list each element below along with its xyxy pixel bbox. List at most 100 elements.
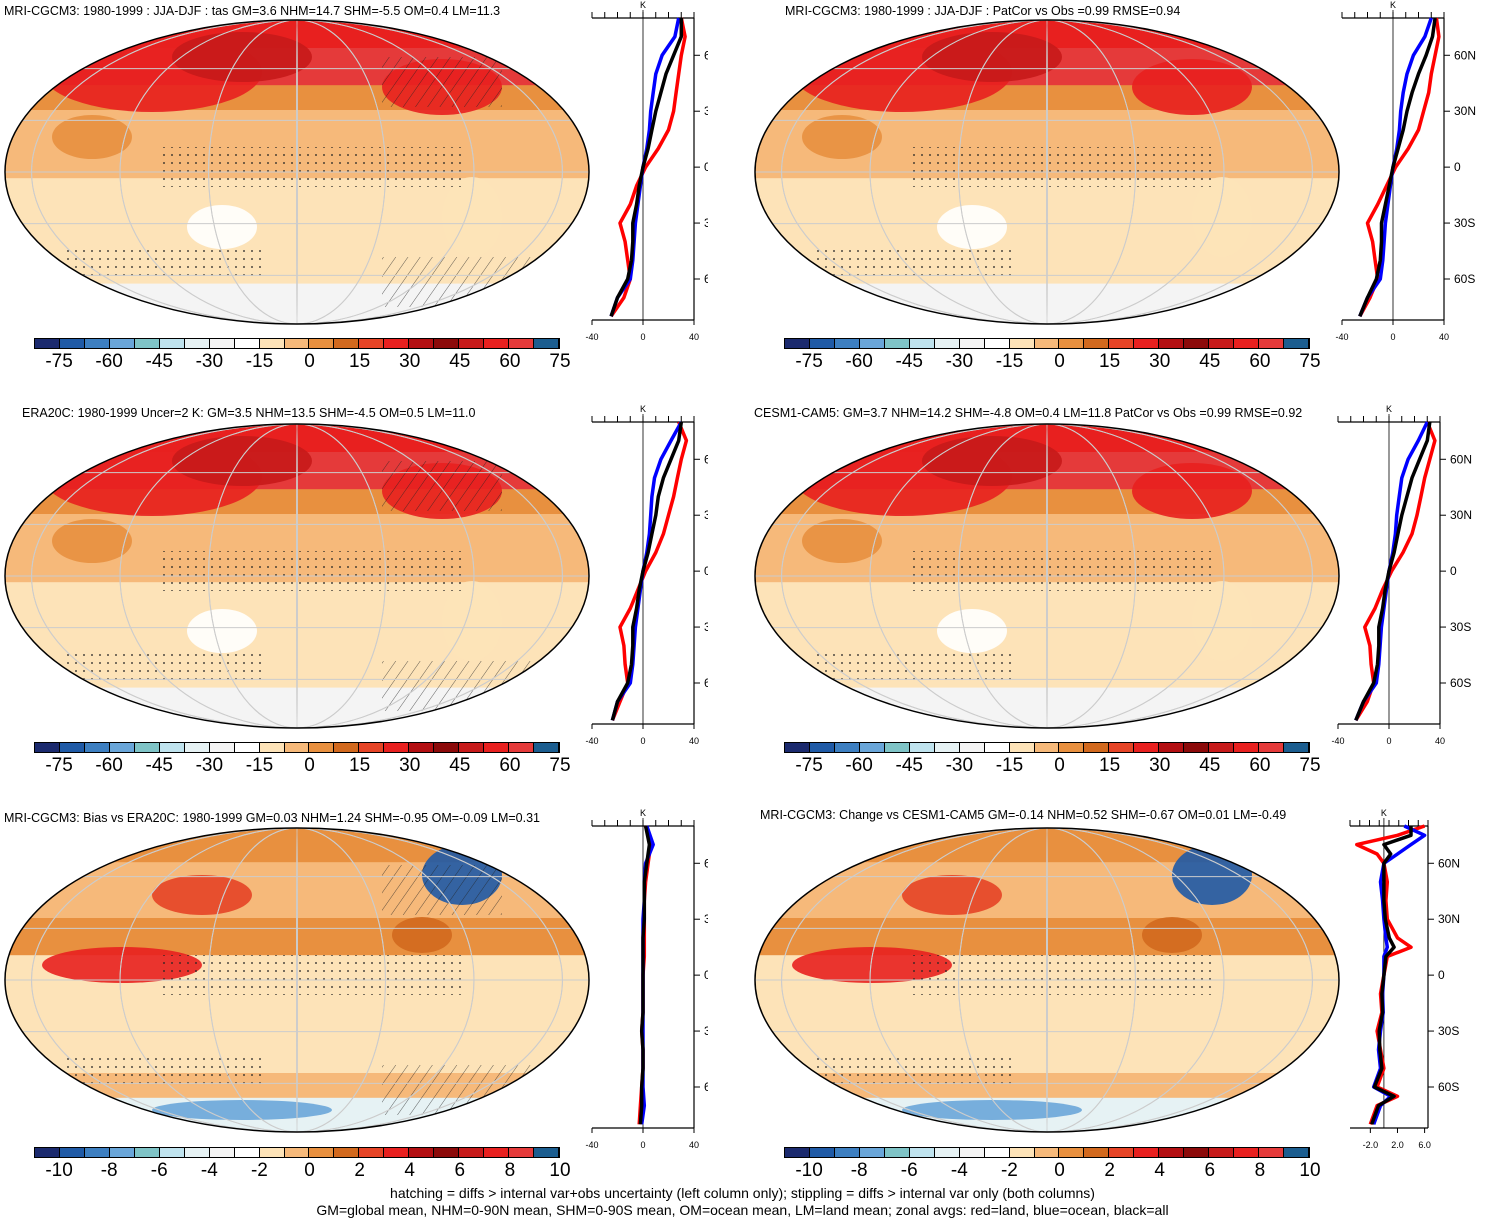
- colorbar-swatch: [534, 1148, 560, 1157]
- map-meridian: [1046, 424, 1048, 728]
- colorbar-swatch: [1259, 1148, 1285, 1157]
- map-stippling: [162, 955, 462, 995]
- map-anomaly-region: [902, 875, 1002, 915]
- zonal-x-tick-label: -2.0: [1363, 1140, 1379, 1150]
- colorbar-swatch: [234, 1148, 260, 1157]
- colorbar-swatch: [509, 743, 535, 752]
- zonal-x-tick-label: 40: [689, 1140, 699, 1150]
- colorbar-swatch: [859, 1148, 885, 1157]
- map-stippling: [912, 551, 1212, 591]
- map-stippling: [912, 147, 1212, 187]
- colorbar-swatch: [1059, 339, 1085, 348]
- zonal-series-land: [1358, 17, 1441, 318]
- colorbar-swatch: [35, 743, 60, 752]
- zonal-x-tick-label: -40: [585, 332, 598, 342]
- colorbar-swatch: [1059, 1148, 1085, 1157]
- colorbar-swatch: [1209, 743, 1235, 752]
- colorbar-swatch: [359, 1148, 385, 1157]
- zonal-mean-plot-2: K 60N 30N 0 30S 60S -40 0 40: [1335, 0, 1476, 342]
- colorbar-swatch: [459, 743, 485, 752]
- zonal-x-tick-label: 40: [689, 332, 699, 342]
- colorbar-tick-label: 4: [1154, 1160, 1165, 1181]
- zonal-x-tick-label: 0: [640, 332, 645, 342]
- zonal-mean-plot-3: K 60N 30N 0 30S 60S -40 0 40: [585, 404, 708, 746]
- colorbar-tick-label: 10: [1299, 1160, 1321, 1181]
- colorbar-swatch: [884, 339, 910, 348]
- colorbar-swatch: [509, 339, 535, 348]
- zonal-x-tick-label: 40: [1435, 736, 1445, 746]
- colorbar-swatch: [1284, 743, 1310, 752]
- colorbar-tick-label: 8: [504, 1160, 516, 1181]
- colorbar-strip: [784, 338, 1310, 349]
- colorbar-swatch: [284, 743, 310, 752]
- zonal-lat-label: 0: [1454, 160, 1461, 174]
- map-panel-6: [754, 827, 1340, 1133]
- colorbar-swatch: [1134, 339, 1160, 348]
- colorbar-tick-label: 75: [549, 351, 571, 372]
- map-meridian: [1046, 828, 1048, 1132]
- colorbar-abs-4: -75 -60 -45 -30 -15 0 15 30 45 60 75: [784, 742, 1321, 792]
- zonal-lat-label: 60S: [704, 676, 708, 690]
- colorbar-swatch: [834, 339, 860, 348]
- colorbar-tick-label: 75: [549, 755, 571, 776]
- colorbar-tick-label: 15: [349, 351, 371, 372]
- colorbar-swatch: [334, 743, 360, 752]
- colorbar-swatch: [984, 743, 1010, 752]
- colorbar-tick-label: 0: [304, 755, 315, 776]
- panel-title-4: CESM1-CAM5: GM=3.7 NHM=14.2 SHM=-4.8 OM=…: [754, 406, 1303, 420]
- colorbar-tick-label: -8: [850, 1160, 868, 1181]
- colorbar-swatch: [834, 1148, 860, 1157]
- map-meridian: [31, 828, 563, 1132]
- map-hatching: [382, 257, 562, 307]
- colorbar-swatch: [359, 339, 385, 348]
- zonal-lat-label: 30S: [704, 216, 708, 230]
- colorbar-swatch: [1184, 743, 1210, 752]
- colorbar-swatch: [1234, 339, 1260, 348]
- colorbar-tick-label: -75: [795, 755, 823, 776]
- colorbar-strip: [784, 742, 1310, 753]
- colorbar-swatch: [785, 1148, 810, 1157]
- colorbar-swatch: [1184, 1148, 1210, 1157]
- map-meridian: [869, 424, 1225, 728]
- colorbar-swatch: [459, 1148, 485, 1157]
- colorbar-swatch: [534, 743, 560, 752]
- colorbar-tick-label: 75: [1299, 351, 1321, 372]
- map-meridian: [31, 424, 563, 728]
- colorbar-tick-label: 60: [499, 351, 521, 372]
- colorbar-swatch: [259, 339, 285, 348]
- colorbar-strip: [784, 1147, 1310, 1158]
- colorbar-swatch: [84, 339, 110, 348]
- colorbar-diff-6: -10 -8 -6 -4 -2 0 2 4 6 8 10: [784, 1147, 1321, 1197]
- colorbar-tick-label: 0: [304, 1160, 315, 1181]
- colorbar-swatch: [259, 743, 285, 752]
- zonal-lat-label: 30N: [704, 912, 708, 926]
- map-meridian: [869, 20, 1225, 324]
- colorbar-tick-label: 60: [499, 755, 521, 776]
- zonal-lat-label: 60N: [704, 48, 708, 62]
- zonal-mean-plot-6: K 60N 30N 0 30S 60S -2.0 2.0 6.0: [1349, 808, 1460, 1150]
- map-stippling: [812, 651, 1012, 686]
- map-meridian: [208, 424, 386, 728]
- map-anomaly-region: [52, 115, 132, 159]
- zonal-lat-label: 60N: [1454, 48, 1476, 62]
- colorbar-swatch: [934, 743, 960, 752]
- colorbar-swatch: [934, 1148, 960, 1157]
- zonal-x-tick-label: 2.0: [1391, 1140, 1404, 1150]
- colorbar-tick-label: -60: [845, 755, 873, 776]
- zonal-unit-label: K: [640, 404, 646, 414]
- colorbar-swatch: [1059, 743, 1085, 752]
- colorbar-tick-label: -30: [195, 351, 224, 372]
- map-hatching: [382, 1065, 562, 1115]
- map-meridian: [958, 424, 1136, 728]
- zonal-unit-label: K: [1386, 404, 1392, 414]
- colorbar-tick-label: -60: [95, 755, 123, 776]
- colorbar-swatch: [809, 339, 835, 348]
- colorbar-tick-label: -10: [795, 1160, 823, 1181]
- colorbar-swatch: [109, 339, 135, 348]
- map-meridian: [208, 20, 386, 324]
- colorbar-swatch: [434, 1148, 460, 1157]
- zonal-series-land: [1354, 421, 1437, 722]
- colorbar-swatch: [1034, 743, 1060, 752]
- colorbar-swatch: [809, 1148, 835, 1157]
- zonal-lat-label: 60S: [704, 272, 708, 286]
